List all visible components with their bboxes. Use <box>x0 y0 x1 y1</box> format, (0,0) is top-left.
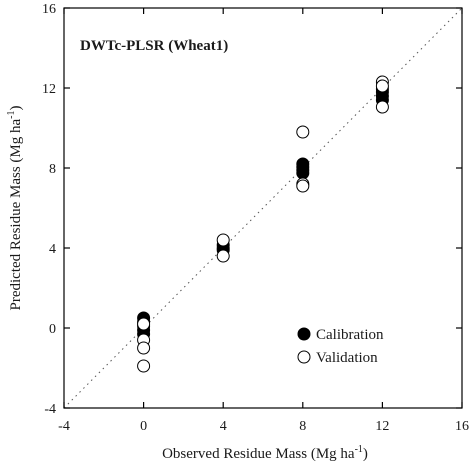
x-axis-title: Observed Residue Mass (Mg ha-1) <box>162 444 368 462</box>
panel-title: DWTc-PLSR (Wheat1) <box>80 38 228 54</box>
y-tick-label-4: 12 <box>42 82 56 97</box>
y-tick-label-0: -4 <box>44 402 56 417</box>
y-axis-unit-superscript: -1 <box>6 111 17 119</box>
x-axis-title-text: Observed Residue Mass (Mg ha <box>162 446 355 462</box>
axis-ticks <box>63 7 463 409</box>
validation-point-5 <box>216 249 230 263</box>
legend-validation-label: Validation <box>316 350 378 366</box>
y-axis-title-text: Predicted Residue Mass (Mg ha <box>8 119 24 311</box>
validation-point-0 <box>137 317 151 331</box>
x-tick-label-5: 16 <box>455 419 469 434</box>
y-axis-title: Predicted Residue Mass (Mg ha-1) <box>6 106 24 311</box>
plot-frame <box>63 7 463 409</box>
y-axis-unit-close: ) <box>8 106 24 111</box>
validation-point-10 <box>375 79 389 93</box>
y-tick-label-2: 4 <box>49 242 56 257</box>
one-to-one-reference-line <box>63 7 463 409</box>
legend-validation-marker <box>297 350 311 364</box>
validation-point-2 <box>137 341 151 355</box>
validation-point-3 <box>137 359 151 373</box>
validation-point-4 <box>216 233 230 247</box>
legend: Calibration Validation <box>297 327 384 366</box>
x-axis-unit-close: ) <box>363 446 368 462</box>
y-tick-label-1: 0 <box>49 322 56 337</box>
x-tick-label-0: -4 <box>58 419 70 434</box>
y-tick-label-5: 16 <box>42 2 56 17</box>
validation-point-6 <box>296 125 310 139</box>
data-markers <box>137 75 389 373</box>
calibration-point-11 <box>296 166 310 180</box>
validation-point-8 <box>296 179 310 193</box>
legend-calibration-label: Calibration <box>316 327 384 343</box>
x-tick-label-4: 12 <box>375 419 389 434</box>
x-axis-unit-superscript: -1 <box>355 444 363 455</box>
axis-tick-labels: -4 0 4 8 12 16 -4 0 4 8 12 16 <box>42 2 469 434</box>
x-tick-label-3: 8 <box>299 419 306 434</box>
validation-point-11 <box>375 100 389 114</box>
y-tick-label-3: 8 <box>49 162 56 177</box>
legend-calibration-marker <box>297 327 311 341</box>
x-tick-label-2: 4 <box>220 419 227 434</box>
x-tick-label-1: 0 <box>140 419 147 434</box>
